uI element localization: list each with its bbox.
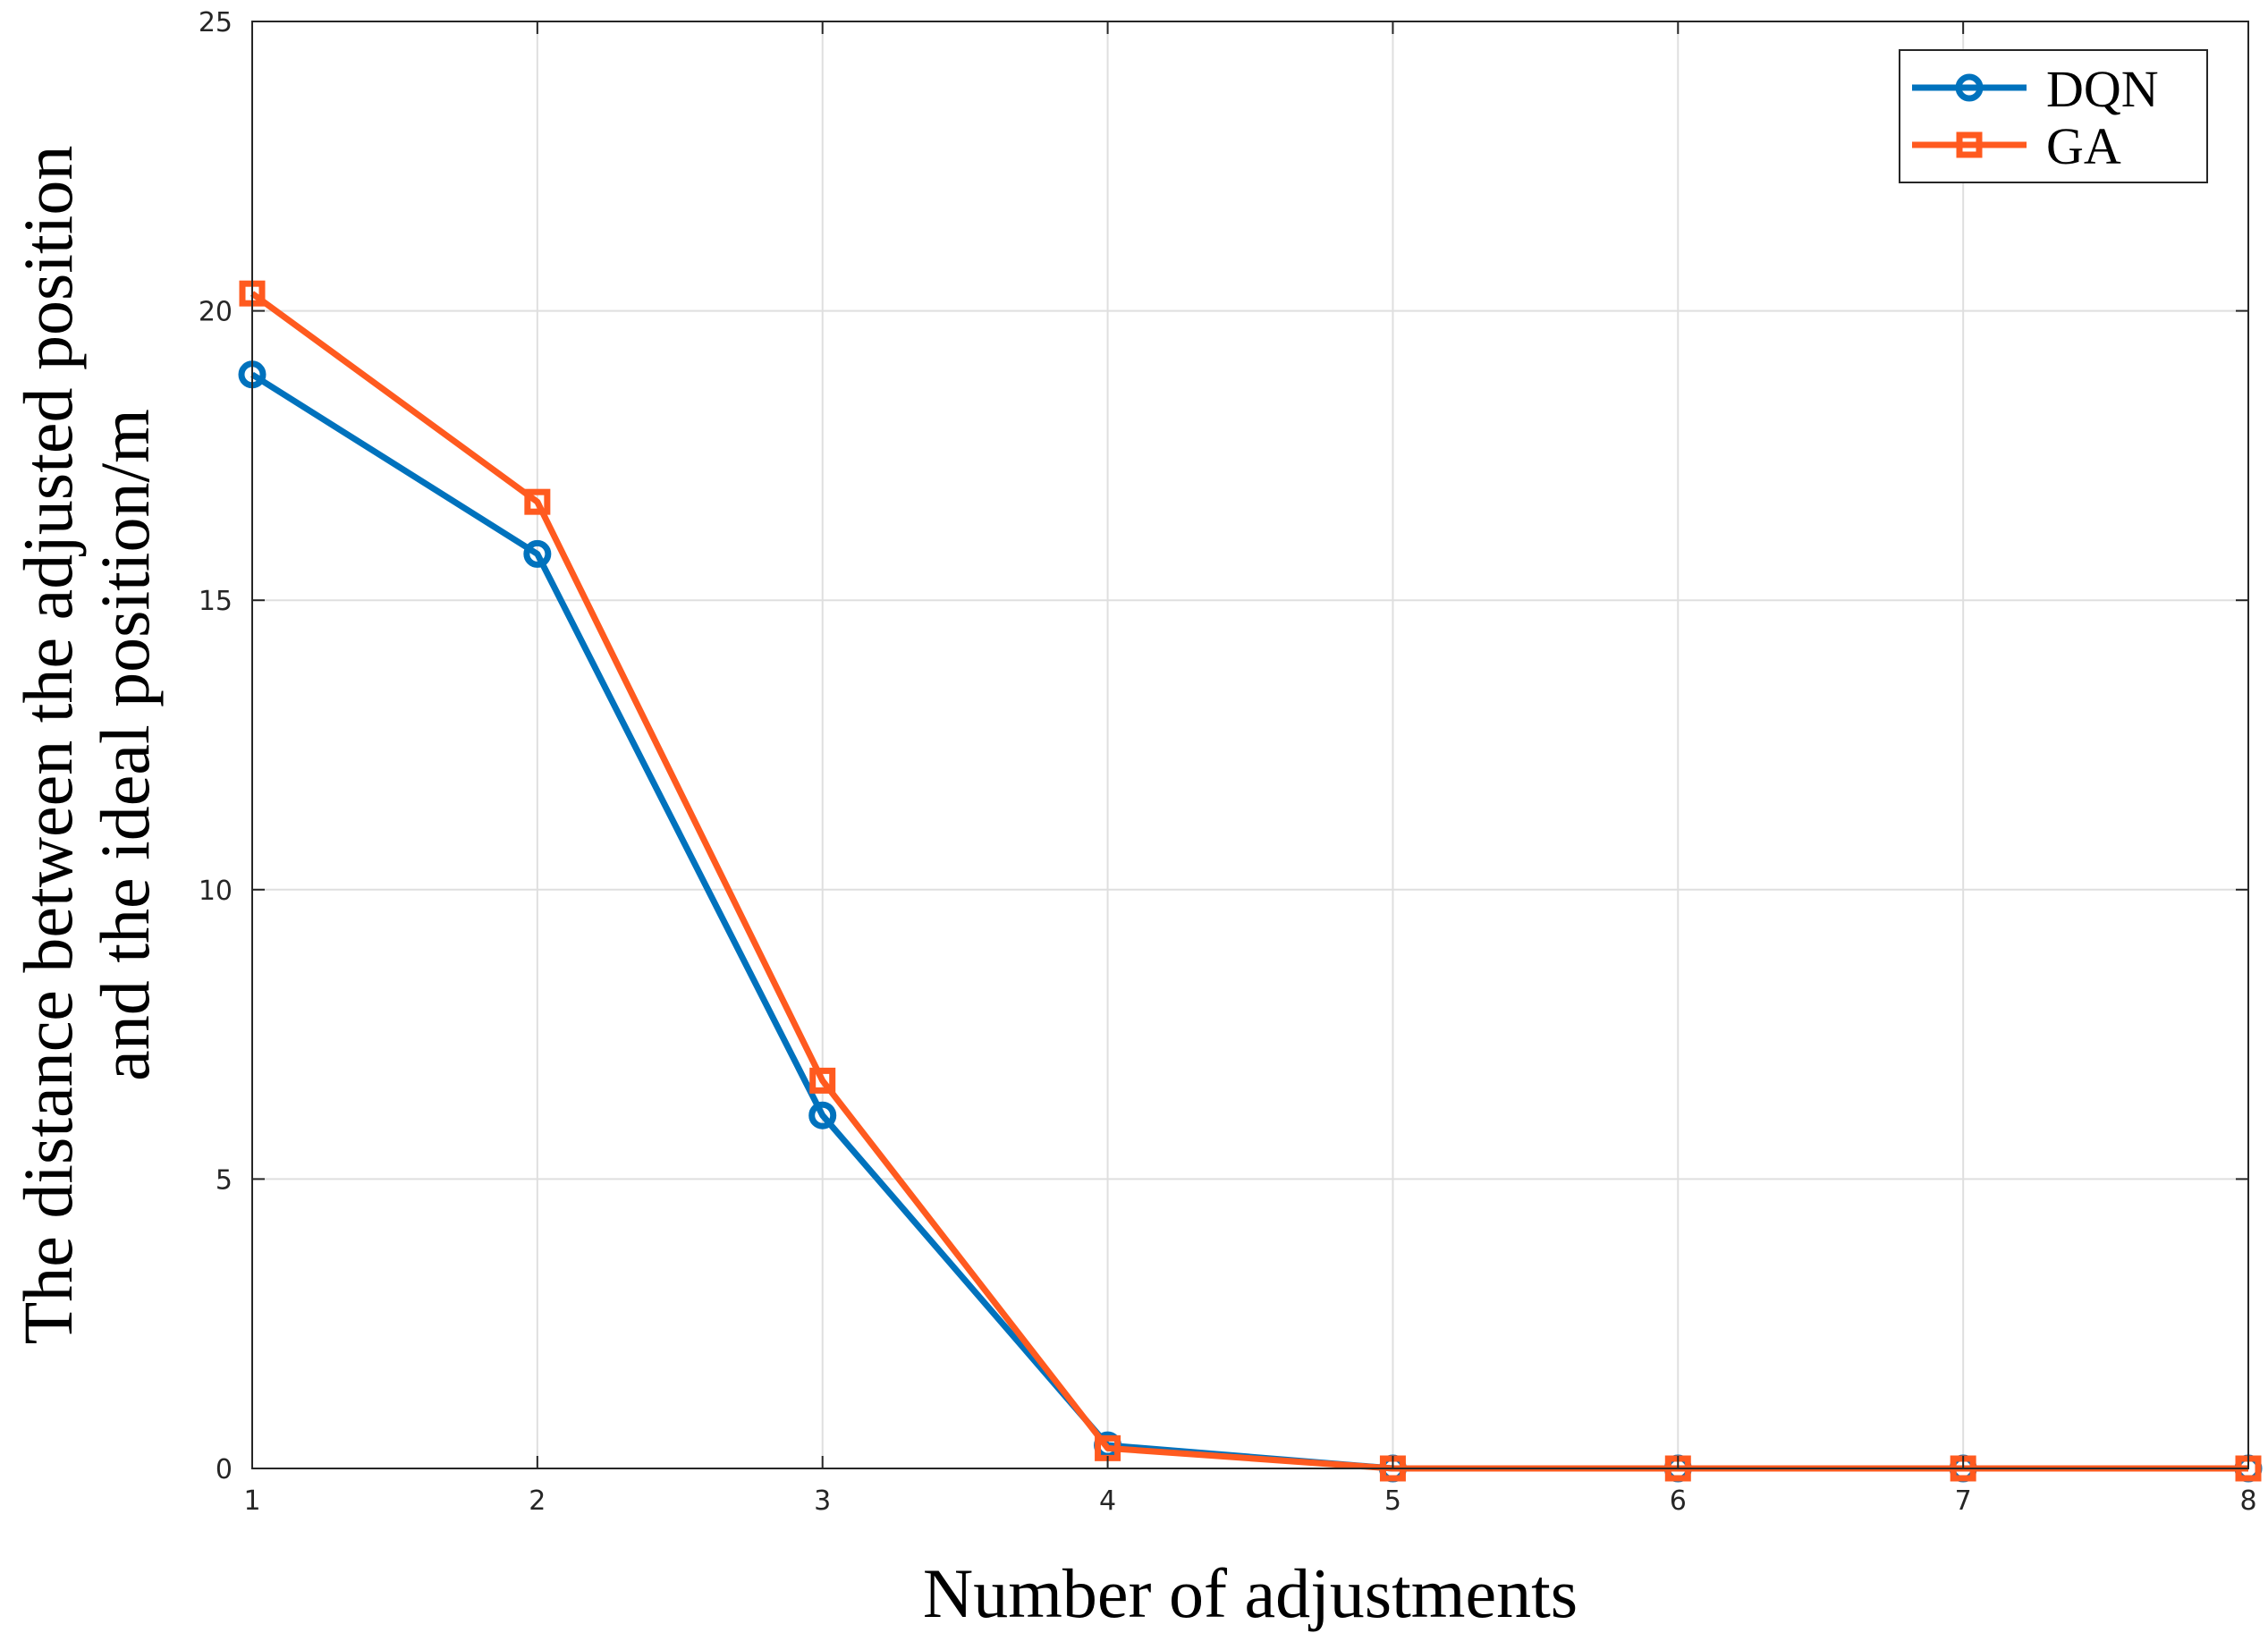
x-tick-label: 5 [1384,1485,1401,1517]
plot-area [252,21,2248,1468]
data-point-dqn [808,1101,837,1130]
data-point-ga [524,488,551,515]
plot-frame [251,21,2249,1469]
y-tick-label: 10 [199,876,233,907]
legend-marker-dqn [1955,73,1984,102]
x-tick-label: 6 [1670,1485,1687,1517]
y-axis-title-line-2: and the ideal position/m [86,409,164,1081]
x-tick-label: 8 [2239,1485,2256,1517]
y-tick-label: 20 [199,297,233,328]
y-tick-label: 15 [199,586,233,617]
legend-marker-ga [1956,131,1983,158]
x-tick-label: 2 [529,1485,546,1517]
data-point-dqn [523,539,552,568]
y-tick-label: 0 [216,1454,233,1485]
data-point-ga [809,1067,836,1094]
legend-box [1899,49,2208,183]
legend-label-dqn: DQN [2046,60,2159,118]
x-tick-label: 1 [243,1485,260,1517]
y-tick-label: 5 [216,1164,233,1196]
legend: DQN GA [1899,49,2208,183]
y-axis-title: The distance between the adjusted positi… [9,146,164,1345]
y-tick-label: 25 [199,7,233,38]
x-axis-title: Number of adjustments [923,1554,1578,1632]
x-tick-label: 4 [1099,1485,1116,1517]
y-axis-title-line-1: The distance between the adjusted positi… [9,146,87,1345]
legend-label-ga: GA [2046,117,2121,175]
x-tick-label: 7 [1955,1485,1972,1517]
x-tick-label: 3 [814,1485,831,1517]
grid [252,21,2248,1468]
ticks: 1 2 3 4 5 6 7 8 0 5 10 15 20 25 [199,7,2257,1517]
